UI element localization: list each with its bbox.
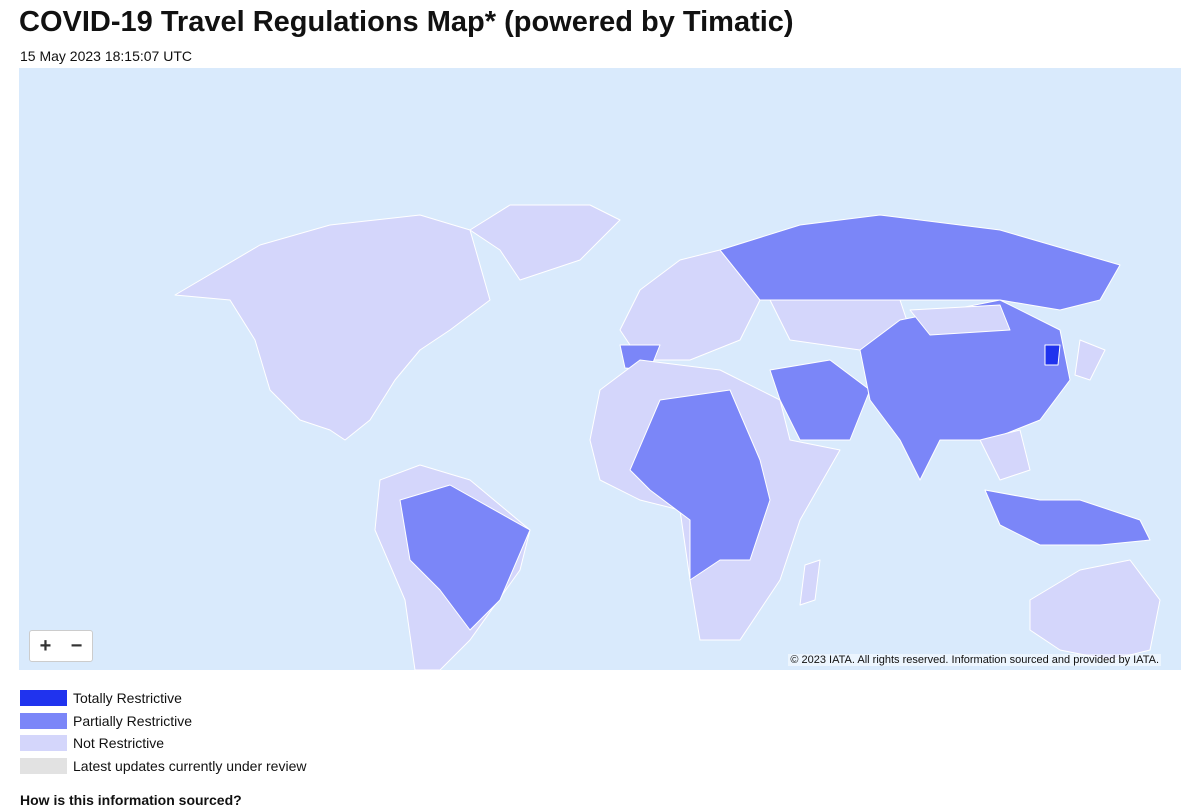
legend-label: Latest updates currently under review: [73, 757, 307, 774]
map[interactable]: + − © 2023 IATA. All rights reserved. In…: [19, 68, 1181, 670]
info-question[interactable]: How is this information sourced?: [20, 792, 242, 808]
zoom-out-button[interactable]: −: [70, 635, 83, 657]
indonesia[interactable]: [984, 489, 1151, 546]
legend-swatch: [20, 690, 67, 707]
legend-item: Not Restrictive: [20, 732, 306, 755]
zoom-in-button[interactable]: +: [39, 635, 52, 657]
korea[interactable]: [1044, 344, 1061, 366]
timestamp: 15 May 2023 18:15:07 UTC: [20, 48, 192, 64]
legend-label: Partially Restrictive: [73, 712, 193, 729]
russia[interactable]: [719, 214, 1121, 311]
north-america[interactable]: [174, 214, 491, 441]
central-africa[interactable]: [629, 389, 771, 581]
legend: Totally Restrictive Partially Restrictive…: [20, 687, 306, 777]
zoom-control: + −: [29, 630, 93, 662]
madagascar[interactable]: [799, 559, 821, 606]
australia[interactable]: [1029, 559, 1161, 661]
legend-item: Partially Restrictive: [20, 710, 306, 733]
greenland[interactable]: [469, 204, 621, 281]
map-shapes: [174, 204, 1161, 670]
japan[interactable]: [1074, 339, 1106, 381]
legend-item: Latest updates currently under review: [20, 755, 306, 778]
southeast-asia[interactable]: [979, 429, 1031, 481]
brazil-region[interactable]: [399, 484, 531, 631]
legend-swatch: [20, 757, 67, 774]
middle-east[interactable]: [769, 359, 871, 441]
title: COVID-19 Travel Regulations Map* (powere…: [19, 6, 794, 38]
legend-label: Not Restrictive: [73, 735, 165, 752]
mongolia[interactable]: [909, 304, 1011, 336]
legend-swatch: [20, 735, 67, 752]
legend-label: Totally Restrictive: [73, 690, 182, 707]
legend-item: Totally Restrictive: [20, 687, 306, 710]
legend-swatch: [20, 712, 67, 729]
china-india[interactable]: [859, 299, 1071, 481]
attribution: © 2023 IATA. All rights reserved. Inform…: [788, 654, 1161, 666]
